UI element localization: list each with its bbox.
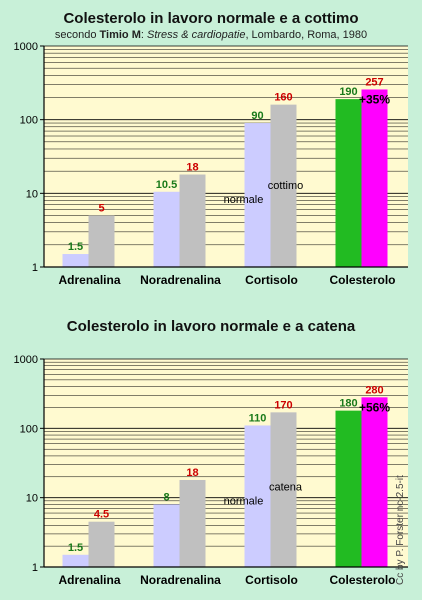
- bar-normale: [153, 191, 180, 267]
- annotation-percent: +56%: [359, 400, 390, 414]
- subtitle-author: Timio M: [99, 29, 141, 41]
- x-tick-label: Adrenalina: [58, 573, 120, 587]
- data-label: 90: [251, 110, 263, 122]
- data-label: 4.5: [94, 509, 109, 521]
- data-label: 257: [365, 76, 383, 88]
- x-tick-label: Colesterolo: [329, 273, 395, 287]
- data-label: 10.5: [156, 179, 177, 191]
- bar-normale: [244, 123, 271, 267]
- series-label-catena: catena: [269, 482, 303, 494]
- bar-normale: [244, 425, 271, 567]
- series-label-normale: normale: [224, 496, 264, 508]
- bar-catena: [88, 521, 115, 567]
- bar-cottimo: [270, 104, 297, 268]
- data-label: 5: [98, 203, 104, 215]
- bar-normale: [62, 554, 89, 567]
- data-label: 170: [274, 399, 292, 411]
- data-label: 8: [163, 491, 169, 503]
- data-label: 18: [186, 162, 198, 174]
- x-tick-label: Adrenalina: [58, 273, 120, 287]
- credit-text: Cc by P. Forster nc-2.5-it: [395, 475, 406, 585]
- data-label: 180: [339, 398, 357, 410]
- data-label: 110: [249, 412, 267, 424]
- bar-normale: [153, 504, 180, 567]
- bar-cottimo: [361, 89, 388, 267]
- chart-title: Colesterolo in lavoro normale e a catena: [66, 318, 356, 335]
- bar-catena: [179, 479, 206, 567]
- bar-cottimo: [88, 215, 115, 267]
- bar-normale: [335, 99, 362, 267]
- chart-title: Colesterolo in lavoro normale e a cottim…: [63, 10, 359, 27]
- y-tick-label: 1000: [14, 354, 38, 366]
- bar-catena: [361, 397, 388, 567]
- y-tick-label: 1: [32, 562, 38, 574]
- x-tick-label: Noradrenalina: [140, 573, 221, 587]
- y-tick-label: 1: [32, 262, 38, 274]
- chart-panel-catena: Colesterolo in lavoro normale e a catena…: [0, 305, 422, 600]
- x-tick-label: Cortisolo: [245, 573, 298, 587]
- x-tick-label: Colesterolo: [329, 573, 395, 587]
- chart-subtitle: secondo Timio M: Stress & cardiopatie, L…: [0, 29, 422, 41]
- bar-cottimo: [179, 174, 206, 267]
- series-label-cottimo: cottimo: [268, 180, 303, 192]
- subtitle-work: Stress & cardiopatie: [147, 29, 246, 41]
- bar-chart-catena: 11010010001.54.5Adrenalina818Noradrenali…: [14, 354, 408, 587]
- bar-normale: [335, 410, 362, 567]
- bar-chart-cottimo: 1 10 100 1000 1.5 5 Adrenalina 10.5 18 Noradrenal…: [14, 41, 408, 287]
- bar-normale: [62, 254, 89, 267]
- x-tick-label: Noradrenalina: [140, 273, 221, 287]
- subtitle-rest: , Lombardo, Roma, 1980: [245, 29, 368, 41]
- y-tick-label: 10: [26, 188, 38, 200]
- x-tick-label: Cortisolo: [245, 273, 298, 287]
- annotation-percent: +35%: [359, 92, 390, 106]
- data-label: 1.5: [68, 241, 83, 253]
- series-label-normale: normale: [224, 194, 264, 206]
- chart-panel-cottimo: Colesterolo in lavoro normale e a cottim…: [0, 0, 422, 295]
- bar-catena: [270, 412, 297, 567]
- data-label: 160: [274, 92, 292, 104]
- y-tick-label: 1000: [14, 41, 38, 53]
- data-label: 1.5: [68, 542, 83, 554]
- y-tick-label: 100: [20, 423, 38, 435]
- y-tick-label: 100: [20, 115, 38, 127]
- subtitle-prefix: secondo: [54, 29, 100, 41]
- subtitle-sep: :: [140, 29, 147, 41]
- data-label: 190: [339, 86, 357, 98]
- data-label: 280: [365, 384, 383, 396]
- data-label: 18: [186, 467, 198, 479]
- y-tick-label: 10: [26, 493, 38, 505]
